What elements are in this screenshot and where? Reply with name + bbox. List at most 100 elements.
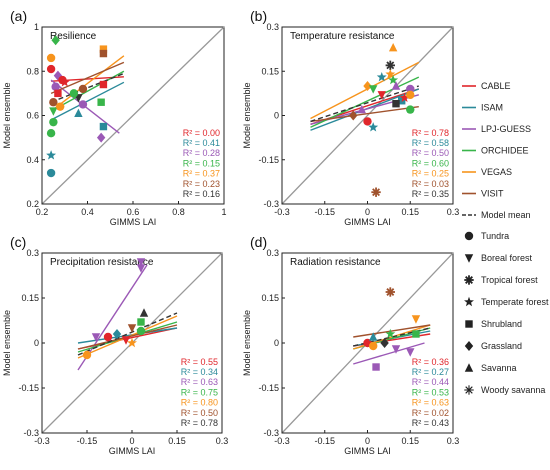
- fit-line-vegas: [50, 55, 125, 112]
- x-axis-label: GIMMS LAI: [109, 446, 156, 456]
- panel-title: Temperature resistance: [290, 31, 395, 42]
- panel-title: Radiation resistance: [290, 257, 381, 268]
- legend-marker: [464, 275, 474, 285]
- data-point: [49, 117, 58, 127]
- data-point: [99, 49, 108, 58]
- panel-3: -0.3 -0.15 0 0.15 0.3-0.3-0.1500.150.3(c)Pre…: [2, 234, 228, 456]
- r2-label: R² = 0.55: [181, 357, 218, 367]
- y-tick-label: 0: [34, 338, 39, 348]
- y-tick-label: -0.15: [258, 155, 279, 165]
- x-tick-label: -0.15: [77, 436, 98, 446]
- data-point: [97, 98, 105, 106]
- panel-2: -0.3 -0.15 0 0.15 0.3-0.3-0.1500.150.3(b)Tem…: [242, 8, 459, 227]
- fit-line-vegas: [310, 61, 420, 120]
- fit-line-lpj-guess: [353, 342, 425, 365]
- data-point: [385, 60, 395, 71]
- data-point: [46, 168, 56, 178]
- y-tick-label: 0.6: [26, 111, 39, 121]
- x-axis-label: GIMMS LAI: [110, 217, 157, 227]
- r2-label: R² = 0.00: [183, 128, 220, 138]
- r2-label: R² = 0.80: [181, 398, 218, 408]
- panel-title: Precipitation resistance: [50, 257, 154, 268]
- fit-line-visit: [310, 105, 419, 123]
- y-tick-label: 0.3: [266, 22, 279, 32]
- data-point: [49, 98, 58, 107]
- panel-title: Resilience: [50, 31, 97, 42]
- legend-biome-label: Shrubland: [481, 319, 522, 329]
- data-point: [96, 132, 106, 143]
- y-axis-label: Model ensemble: [242, 82, 252, 148]
- x-tick-label: -0.15: [314, 207, 335, 217]
- data-point: [385, 287, 395, 297]
- data-point: [406, 90, 415, 100]
- data-point: [91, 333, 101, 342]
- data-point: [127, 324, 137, 333]
- x-tick-label: 0: [365, 207, 370, 217]
- data-point: [78, 100, 88, 109]
- data-point: [56, 102, 65, 111]
- y-tick-label: -0.15: [18, 383, 39, 393]
- x-tick-label: 0.8: [172, 207, 185, 217]
- legend-biome-label: Tundra: [481, 231, 509, 241]
- x-tick-label: 0.6: [127, 207, 140, 217]
- data-point: [385, 69, 396, 79]
- asterisk-stroke: [465, 276, 473, 284]
- legend-biome-label: Woody savanna: [481, 385, 545, 395]
- data-point: [78, 84, 88, 94]
- one-to-one-line: [41, 26, 225, 205]
- r2-label: R² = 0.78: [181, 418, 218, 428]
- legend-marker: [464, 231, 474, 241]
- legend-marker: [464, 296, 474, 307]
- data-point: [372, 363, 380, 371]
- data-point: [349, 110, 358, 121]
- x-tick-label: 0.2: [36, 207, 49, 217]
- data-point: [46, 64, 56, 74]
- y-tick-label: 0.15: [21, 293, 39, 303]
- data-point: [46, 53, 56, 63]
- legend-model-label: CABLE: [481, 81, 511, 91]
- data-point: [391, 345, 401, 354]
- y-axis-label: Model ensemble: [242, 310, 252, 376]
- one-to-one-line: [281, 26, 454, 205]
- plot-area: [310, 42, 420, 197]
- x-tick-label: 0: [129, 436, 134, 446]
- data-point: [139, 308, 149, 317]
- r2-label: R² = 0.60: [412, 158, 449, 168]
- data-point: [127, 337, 137, 348]
- data-point: [54, 89, 62, 98]
- data-point: [51, 35, 60, 46]
- y-axis-label: Model ensemble: [2, 310, 12, 376]
- y-tick-label: 0.3: [266, 248, 279, 258]
- data-point: [46, 129, 56, 138]
- fit-line-visit: [353, 324, 431, 338]
- data-point: [121, 336, 131, 345]
- data-point: [412, 330, 420, 338]
- x-tick-label: 0.4: [81, 207, 94, 217]
- x-tick-label: 0.15: [168, 436, 186, 446]
- r2-label: R² = 0.53: [412, 387, 449, 397]
- y-tick-label: 0: [274, 111, 279, 121]
- fit-line-isam: [50, 81, 125, 121]
- r2-label: R² = 0.02: [412, 408, 449, 418]
- asterisk-stroke: [465, 386, 473, 394]
- r2-label: R² = 0.37: [183, 169, 220, 179]
- plot-area: [46, 35, 125, 178]
- data-point: [363, 117, 372, 126]
- legend-marker: [464, 254, 474, 263]
- data-point: [369, 341, 378, 351]
- y-tick-label: -0.15: [258, 383, 279, 393]
- r2-label: R² = 0.44: [412, 377, 449, 387]
- legend-marker: [464, 363, 474, 372]
- data-point: [51, 82, 60, 91]
- x-tick-label: 0.3: [216, 436, 229, 446]
- data-point: [74, 108, 83, 117]
- legend-model-label: ORCHIDEE: [481, 146, 529, 156]
- legend-biome-label: Grassland: [481, 341, 522, 351]
- panel-label: (a): [10, 8, 27, 24]
- fit-line-model-mean: [310, 85, 420, 123]
- legend-model-label: VISIT: [481, 189, 504, 199]
- x-tick-label: -0.3: [274, 436, 290, 446]
- legend-biome-label: Boreal forest: [481, 253, 533, 263]
- r2-label: R² = 0.15: [183, 158, 220, 168]
